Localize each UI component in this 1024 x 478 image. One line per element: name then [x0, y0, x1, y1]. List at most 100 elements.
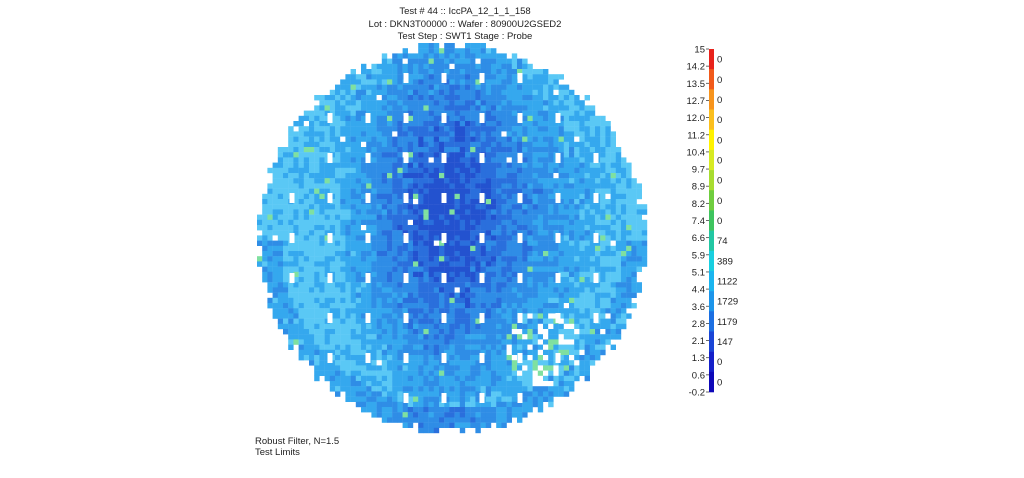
die-cell: [470, 334, 476, 340]
die-cell: [569, 375, 575, 382]
die-cell: [309, 230, 315, 236]
die-cell: [558, 204, 564, 210]
die-cell: [491, 251, 497, 257]
die-cell: [439, 370, 445, 376]
die-cell: [584, 235, 590, 241]
die-cell: [610, 251, 616, 257]
die-cell: [496, 199, 502, 205]
die-cell: [496, 339, 502, 345]
die-cell: [553, 95, 559, 101]
die-cell: [428, 147, 434, 153]
die-cell: [485, 245, 492, 252]
die-cell: [433, 303, 440, 309]
robust-filter-label: Robust Filter, N=1.5: [255, 436, 340, 447]
die-cell: [470, 136, 476, 142]
die-cell: [288, 308, 294, 314]
die-cell: [506, 271, 512, 278]
die-cell: [376, 162, 382, 168]
die-cell: [433, 167, 440, 174]
die-cell: [355, 74, 362, 80]
die-cell: [428, 225, 434, 231]
die-cell: [595, 115, 601, 122]
die-cell: [496, 292, 502, 298]
die-cell: [387, 240, 393, 246]
die-cell: [569, 297, 575, 304]
die-cell: [303, 209, 310, 215]
die-cell: [532, 79, 538, 85]
die-cell: [563, 152, 570, 158]
die-cell: [350, 266, 356, 272]
die-cell: [433, 240, 440, 246]
die-cell: [345, 344, 351, 350]
die-cell: [329, 334, 336, 340]
die-cell: [491, 58, 497, 64]
die-cell: [501, 183, 507, 189]
die-cell: [340, 225, 346, 231]
die-cell: [511, 204, 518, 210]
die-cell: [465, 193, 471, 200]
die-cell: [371, 355, 377, 361]
die-cell: [335, 318, 341, 324]
die-cell: [569, 360, 575, 366]
die-cell: [423, 147, 429, 153]
die-cell: [355, 204, 362, 210]
die-cell: [548, 240, 554, 246]
die-cell: [511, 308, 518, 314]
die-cell: [636, 235, 642, 241]
die-cell: [402, 131, 408, 137]
die-cell: [371, 261, 377, 267]
die-cell: [433, 79, 440, 85]
die-cell: [303, 339, 310, 345]
die-cell: [319, 173, 325, 179]
die-cell: [444, 69, 450, 75]
die-cell: [350, 157, 356, 163]
die-cell: [485, 100, 492, 106]
die-cell: [361, 261, 367, 267]
die-cell: [340, 79, 346, 85]
die-cell: [407, 178, 414, 184]
die-cell: [345, 391, 351, 397]
die-cell: [371, 282, 377, 288]
die-cell: [511, 401, 518, 408]
die-cell: [267, 219, 273, 226]
die-cell: [324, 157, 330, 163]
die-cell: [563, 157, 570, 163]
die-cell: [589, 136, 596, 142]
die-cell: [511, 199, 518, 205]
die-cell: [532, 230, 538, 236]
die-cell: [407, 256, 414, 262]
die-cell: [376, 214, 382, 220]
die-cell: [298, 271, 304, 278]
die-cell: [600, 292, 606, 298]
die-cell: [392, 235, 398, 241]
die-cell: [433, 427, 440, 434]
die-cell: [387, 391, 393, 397]
die-cell: [324, 193, 330, 200]
die-cell: [600, 167, 606, 174]
die-cell: [329, 136, 336, 142]
die-cell: [537, 162, 544, 168]
die-cell: [563, 240, 570, 246]
die-cell: [511, 131, 518, 137]
die-cell: [579, 193, 585, 200]
die-cell: [418, 74, 424, 80]
test-structure-mark: [441, 393, 447, 403]
die-cell: [641, 261, 648, 267]
die-cell: [309, 152, 315, 158]
die-cell: [465, 183, 471, 189]
die-cell: [413, 329, 419, 335]
die-cell: [324, 282, 330, 288]
die-cell: [465, 63, 471, 70]
die-cell: [298, 355, 304, 361]
die-cell: [595, 303, 601, 309]
die-cell: [522, 74, 528, 80]
die-cell: [262, 235, 268, 241]
die-cell: [324, 110, 330, 116]
die-cell: [459, 219, 466, 226]
die-cell: [558, 277, 564, 283]
die-cell: [459, 391, 466, 397]
die-cell: [480, 209, 486, 215]
die-cell: [418, 199, 424, 205]
die-cell: [324, 297, 330, 304]
die-cell: [309, 360, 315, 366]
